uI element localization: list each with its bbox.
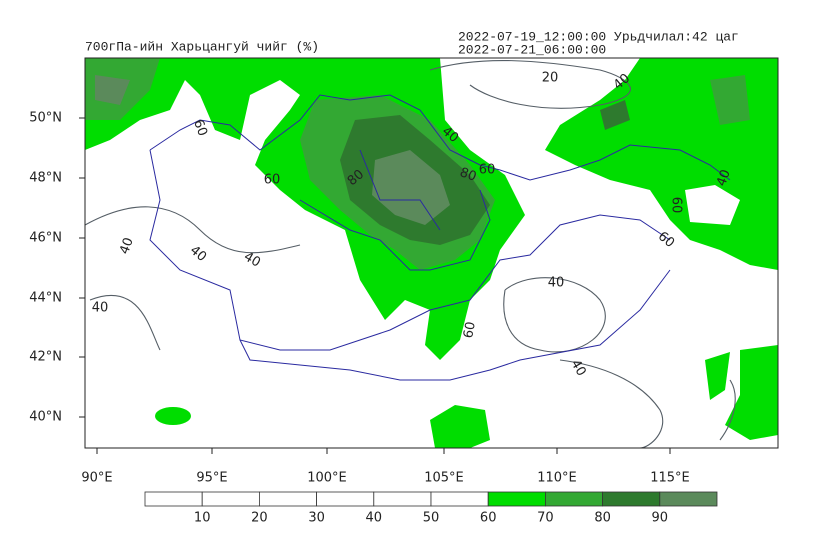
contour-label: 60 <box>461 321 479 340</box>
contour-label: 60 <box>669 197 684 214</box>
contour-label: 20 <box>542 71 559 86</box>
lon-label: 105°E <box>424 471 464 486</box>
lat-label: 40°N <box>29 410 62 425</box>
lon-label: 115°E <box>650 471 690 486</box>
contour-label: 60 <box>190 118 210 139</box>
colorbar-label: 30 <box>308 511 325 526</box>
colorbar-label: 20 <box>251 511 268 526</box>
lon-label: 110°E <box>537 471 577 486</box>
colorbar-swatch <box>602 491 661 507</box>
colorbar-swatch <box>258 491 317 507</box>
lon-label: 95°E <box>196 471 227 486</box>
colorbar-swatch <box>487 491 546 507</box>
colorbar-label: 70 <box>537 511 554 526</box>
contour-label: 40 <box>241 249 263 270</box>
colorbar-swatch <box>316 491 375 507</box>
colorbar-swatch <box>659 491 718 507</box>
contour-label: 40 <box>92 301 109 316</box>
forecast-init: 2022-07-19_12:00:00 Урьдчилал:42 цаг <box>458 29 739 44</box>
colorbar-label: 80 <box>594 511 611 526</box>
lat-label: 48°N <box>29 171 62 186</box>
colorbar-label: 90 <box>652 511 669 526</box>
colorbar-swatch <box>373 491 432 507</box>
forecast-valid: 2022-07-21_06:00:00 <box>458 42 606 57</box>
contour-label: 40 <box>567 357 588 379</box>
colorbar-swatch <box>430 491 489 507</box>
lat-label: 42°N <box>29 350 62 365</box>
lon-label: 100°E <box>307 471 347 486</box>
contour-label: 40 <box>548 276 565 291</box>
map-frame <box>84 57 779 449</box>
contour-label: 60 <box>479 163 496 178</box>
colorbar-label: 10 <box>194 511 211 526</box>
colorbar: 10 20 30 40 50 60 70 80 90 <box>144 491 718 526</box>
lon-label: 90°E <box>81 471 112 486</box>
contour-label: 80 <box>458 165 479 185</box>
colorbar-label: 40 <box>366 511 383 526</box>
colorbar-swatch <box>201 491 260 507</box>
contour-label: 40 <box>117 236 137 257</box>
contour-label: 60 <box>264 173 281 188</box>
lat-label: 46°N <box>29 231 62 246</box>
map-field <box>85 58 778 448</box>
lat-label: 44°N <box>29 291 62 306</box>
colorbar-label: 60 <box>480 511 497 526</box>
lat-label: 50°N <box>29 111 62 126</box>
colorbar-swatch <box>545 491 604 507</box>
colorbar-label: 50 <box>423 511 440 526</box>
contour-label: 40 <box>714 168 734 189</box>
map-title: 700гПа-ийн Харьцангуй чийг (%) <box>85 39 319 54</box>
colorbar-swatch <box>144 491 203 507</box>
